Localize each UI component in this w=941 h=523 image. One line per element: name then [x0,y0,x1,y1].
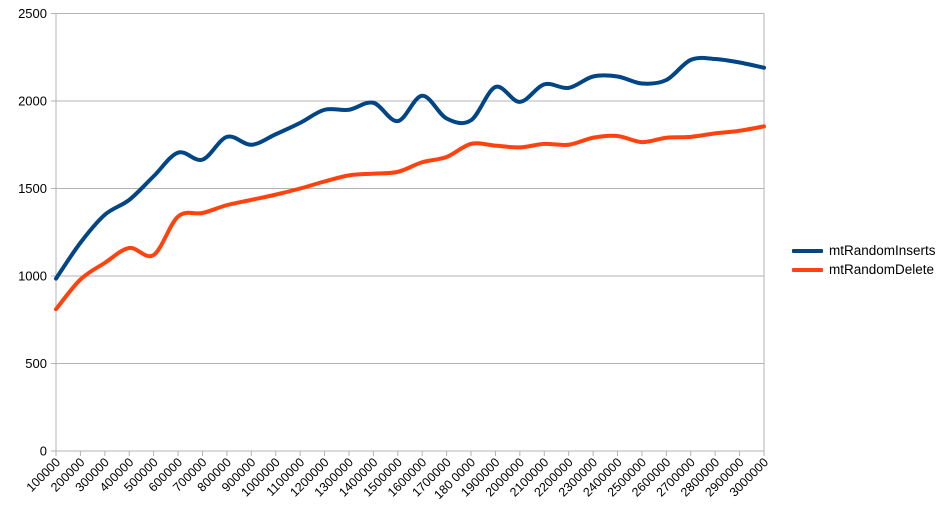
legend-item-mtRandomDelete: mtRandomDelete [792,263,936,276]
legend-label-mtRandomInserts: mtRandomInserts [829,243,936,258]
legend-label-mtRandomDelete: mtRandomDelete [829,262,935,277]
legend-item-mtRandomInserts: mtRandomInserts [792,244,936,257]
y-tick-label: 1500 [18,181,47,196]
legend: mtRandomInserts mtRandomDelete [792,244,936,276]
series-2-line-swatch [792,267,823,272]
series-line-mtRandomInserts [54,55,766,281]
series-line-mtRandomDelete [54,124,766,312]
y-tick-label: 2000 [18,94,47,109]
y-tick-label: 0 [40,444,47,459]
y-tick-label: 2500 [18,6,47,21]
series-1-line-swatch [792,248,823,253]
y-tick-label: 1000 [18,269,47,284]
y-tick-label: 500 [25,356,47,371]
